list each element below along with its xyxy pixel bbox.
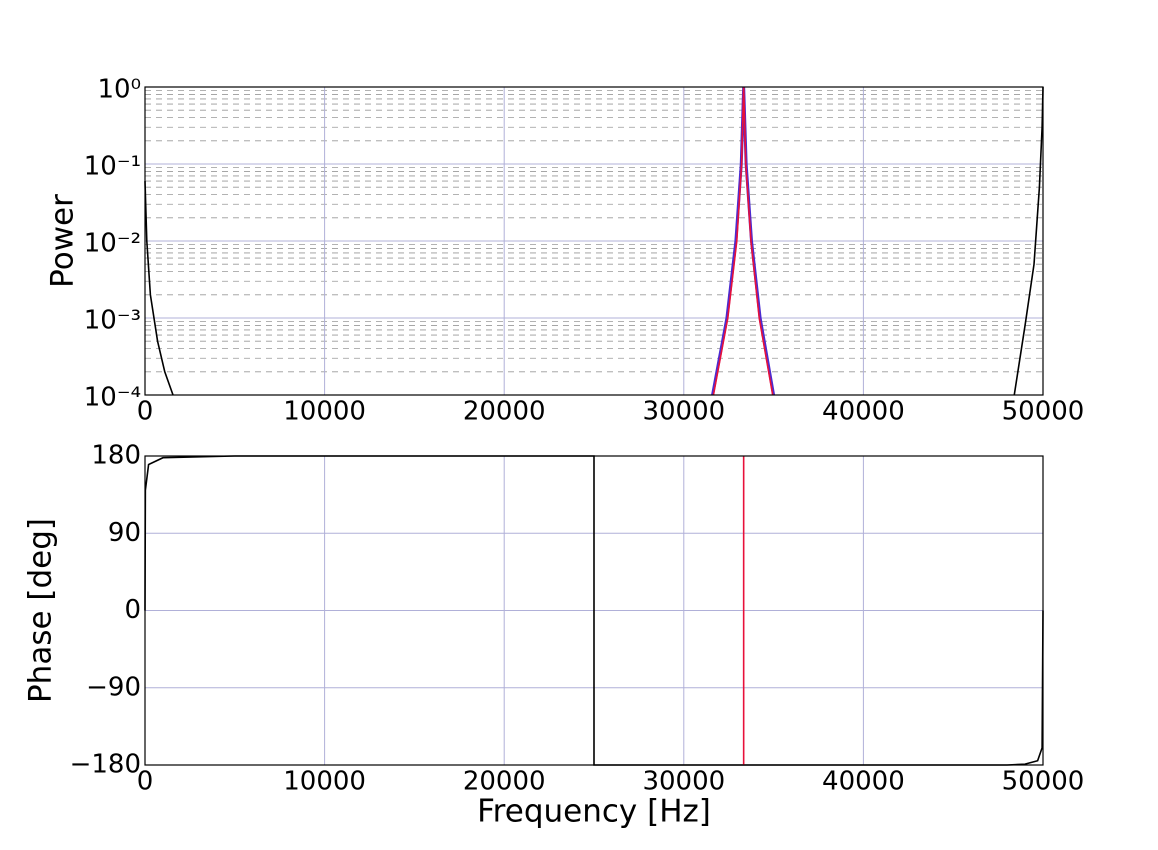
axes-frame — [144, 86, 1044, 396]
y-axis-label: Power — [45, 194, 81, 288]
y-tick-label: 10⁻³ — [84, 306, 141, 336]
x-tick-label: 10000 — [283, 767, 366, 797]
x-tick-label: 20000 — [463, 397, 546, 427]
y-tick-label: −180 — [70, 750, 141, 780]
series-line — [144, 455, 1044, 766]
x-tick-label: 10000 — [283, 397, 366, 427]
y-tick-label: 10⁻¹ — [84, 152, 141, 182]
axes-frame — [144, 455, 1044, 766]
y-tick-label: 180 — [91, 441, 141, 471]
y-tick-label: 90 — [108, 518, 141, 548]
x-tick-label: 0 — [137, 397, 154, 427]
x-tick-label: 30000 — [642, 397, 725, 427]
y-axis-label: Phase [deg] — [23, 518, 59, 703]
x-tick-label: 20000 — [463, 767, 546, 797]
y-tick-label: −90 — [86, 672, 141, 702]
x-tick-label: 50000 — [1002, 767, 1085, 797]
x-axis-label: Frequency [Hz] — [477, 794, 711, 830]
x-tick-label: 0 — [137, 767, 154, 797]
x-tick-label: 40000 — [822, 767, 905, 797]
y-tick-label: 10⁰ — [97, 75, 141, 105]
y-tick-label: 10⁻² — [84, 229, 141, 259]
series-line — [144, 86, 1044, 396]
x-tick-label: 50000 — [1002, 397, 1085, 427]
y-tick-label: 10⁻⁴ — [84, 383, 141, 413]
x-tick-label: 40000 — [822, 397, 905, 427]
x-tick-label: 30000 — [642, 767, 725, 797]
y-tick-label: 0 — [124, 595, 141, 625]
